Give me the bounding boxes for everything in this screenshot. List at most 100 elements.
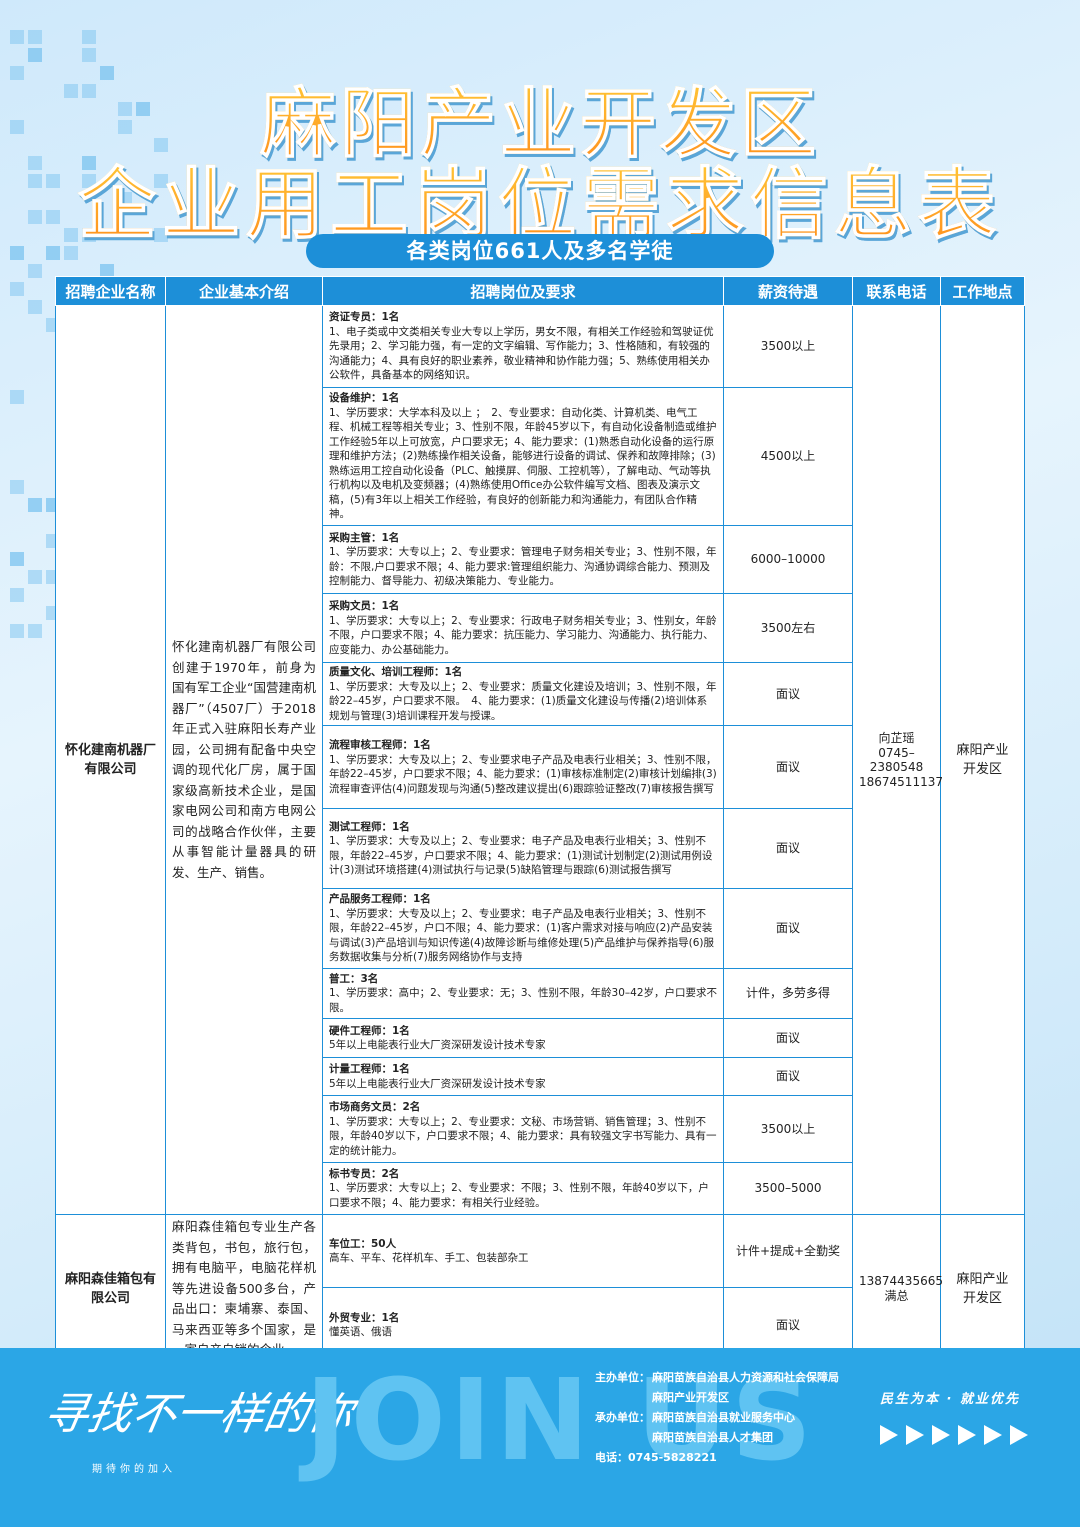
position-requirements: 1、学历要求：大学本科及以上 ； 2、专业要求：自动化类、计算机类、电气工程、机…	[329, 406, 717, 521]
position-cell: 质量文化、培训工程师：1名 1、学历要求：大专及以上；2、专业要求：质量文化建设及…	[322, 662, 724, 726]
decoration-square	[10, 588, 24, 602]
decoration-square	[154, 174, 168, 188]
company-name: 怀化建南机器厂有限公司	[55, 305, 166, 1215]
job-row: 计量工程师：1名 5年以上电能表行业大厂资深研发设计技术专家 面议	[56, 1057, 1025, 1096]
position-title: 硬件工程师：1名	[329, 1024, 410, 1037]
decoration-square	[154, 228, 168, 242]
decoration-square	[10, 552, 24, 566]
organizer-line: 电话：0745-5828221	[595, 1448, 839, 1468]
position-title: 市场商务文员：2名	[329, 1101, 421, 1113]
position-title: 计量工程师：1名	[329, 1063, 410, 1075]
job-row: 采购主管：1名 1、学历要求：大专以上；2、专业要求：管理电子财务相关专业；3、性…	[56, 525, 1025, 594]
organizer-line: 麻阳产业开发区	[595, 1388, 839, 1408]
decoration-square	[10, 120, 24, 134]
decoration-square	[82, 156, 96, 170]
position-cell: 硬件工程师：1名 5年以上电能表行业大厂资深研发设计技术专家	[322, 1018, 724, 1058]
salary: 3500以上	[723, 305, 853, 388]
decoration-square	[28, 30, 42, 44]
job-row: 普工：3名 1、学历要求：高中；2、专业要求：无；3、性别不限，年龄30–42岁，…	[56, 968, 1025, 1019]
job-row: 采购文员：1名 1、学历要求：大专以上；2、专业要求：行政电子财务相关专业；3、性…	[56, 593, 1025, 663]
position-requirements: 5年以上电能表行业大厂资深研发设计技术专家	[329, 1077, 546, 1090]
title: 麻阳产业开发区	[0, 62, 1080, 172]
organizer-value: 麻阳苗族自治县就业服务中心	[652, 1411, 795, 1424]
decoration-square	[64, 246, 78, 260]
salary: 面议	[723, 662, 853, 726]
decoration-square	[10, 282, 24, 296]
subtitle: 各类岗位661人及多名学徒	[306, 234, 774, 268]
decoration-square	[10, 246, 24, 260]
decoration-square	[46, 246, 60, 260]
position-title: 外贸专业：1名	[329, 1311, 400, 1324]
position-cell: 标书专员：2名 1、学历要求：大专以上；2、专业要求：不限；3、性别不限，年龄40…	[322, 1162, 724, 1215]
position-requirements: 高车、平车、花样机车、手工、包装部杂工	[329, 1252, 529, 1265]
organizer-line: 麻阳苗族自治县人才集团	[595, 1428, 839, 1448]
organizer-value: 麻阳产业开发区	[652, 1391, 729, 1404]
job-row: 麻阳森佳箱包有限公司 麻阳森佳箱包专业生产各类背包，书包，旅行包，拥有电脑平，电脑…	[55, 1213, 1025, 1364]
decoration-square	[28, 48, 42, 62]
job-row: 流程审核工程师：1名 1、学历要求：大专及以上；2、专业要求电子产品及电表行业相关…	[56, 725, 1025, 809]
position-cell: 资证专员：1名 1、电子类或中文类相关专业大专以上学历，男女不限，有相关工作经验和…	[322, 305, 724, 388]
position-requirements: 1、学历要求：大专以上；2、专业要求：不限；3、性别不限，年龄40岁以下，户口要…	[329, 1182, 709, 1209]
position-requirements: 1、学历要求：大专及以上；2、专业要求：电子产品及电表行业相关；3、性别不限，年…	[329, 907, 714, 964]
contact-line: 18674511137	[859, 774, 943, 789]
decoration-square	[100, 264, 114, 278]
contact: 13874435665 满总	[852, 1214, 943, 1364]
position-cell: 普工：3名 1、学历要求：高中；2、专业要求：无；3、性别不限，年龄30–42岁，…	[322, 968, 724, 1019]
position-title: 产品服务工程师：1名	[329, 893, 431, 906]
slogan-sub: 期待你的加入	[92, 1464, 176, 1475]
column-header: 联系电话	[852, 276, 941, 306]
decoration-square	[28, 210, 42, 224]
location: 麻阳产业开发区	[940, 1214, 1025, 1364]
position-cell: 流程审核工程师：1名 1、学历要求：大专及以上；2、专业要求电子产品及电表行业相关…	[322, 725, 724, 809]
decoration-square	[46, 174, 60, 188]
job-row: 质量文化、培训工程师：1名 1、学历要求：大专及以上；2、专业要求：质量文化建设及…	[56, 662, 1025, 726]
salary: 3500–5000	[723, 1162, 853, 1215]
position-cell: 设备维护：1名 1、学历要求：大学本科及以上 ； 2、专业要求：自动化类、计算机类…	[322, 387, 724, 526]
decoration-square	[10, 480, 24, 494]
column-header: 工作地点	[940, 276, 1025, 306]
decoration-square	[154, 138, 168, 152]
position-title: 资证专员：1名	[329, 311, 400, 324]
contact: 向芷瑶 0745–2380548 18674511137	[852, 305, 943, 1215]
decoration-square	[28, 264, 42, 278]
organizer-line: 承办单位： 麻阳苗族自治县就业服务中心	[595, 1408, 839, 1428]
salary: 面议	[723, 808, 853, 889]
company-intro: 怀化建南机器厂有限公司创建于1970年，前身为国有军工企业“国营建南机器厂”（4…	[165, 305, 323, 1215]
position-cell: 测试工程师：1名 1、学历要求：大专及以上；2、专业要求：电子产品及电表行业相关；…	[322, 808, 724, 889]
decoration-square	[28, 498, 42, 512]
decoration-square	[10, 624, 24, 638]
organizer-label: 电话：	[595, 1451, 628, 1464]
decoration-square	[64, 84, 78, 98]
position-cell: 采购文员：1名 1、学历要求：大专以上；2、专业要求：行政电子财务相关专业；3、性…	[322, 593, 724, 663]
decoration-square	[136, 102, 150, 116]
job-row: 测试工程师：1名 1、学历要求：大专及以上；2、专业要求：电子产品及电表行业相关；…	[56, 808, 1025, 889]
job-row: 设备维护：1名 1、学历要求：大学本科及以上 ； 2、专业要求：自动化类、计算机类…	[56, 387, 1025, 526]
position-cell: 采购主管：1名 1、学历要求：大专以上；2、专业要求：管理电子财务相关专业；3、性…	[322, 525, 724, 594]
decoration-square	[82, 174, 96, 188]
decoration-square	[28, 156, 42, 170]
contact-line: 13874435665	[859, 1274, 943, 1289]
position-requirements: 1、电子类或中文类相关专业大专以上学历，男女不限，有相关工作经验和驾驶证优先录用…	[329, 325, 714, 382]
salary: 3500左右	[723, 593, 853, 663]
organizer-value: 麻阳苗族自治县人才集团	[652, 1431, 773, 1444]
position-title: 采购文员：1名	[329, 600, 400, 612]
jobs-table: 招聘企业名称 企业基本介绍 招聘岗位及要求 薪资待遇 联系电话 工作地点 怀化建南机器厂有…	[55, 276, 1025, 1364]
salary: 面议	[723, 725, 853, 809]
position-requirements: 1、学历要求：大专及以上；2、专业要求：质量文化建设及培训；3、性别不限，年龄2…	[329, 680, 717, 722]
contact-line: 向芷瑶	[878, 731, 915, 745]
position-title: 设备维护：1名	[329, 392, 400, 405]
organizer-line: 主办单位： 麻阳苗族自治县人力资源和社会保障局	[595, 1368, 839, 1388]
salary: 4500以上	[723, 387, 853, 526]
decoration-square	[10, 30, 24, 44]
position-requirements: 懂英语、俄语	[329, 1326, 392, 1339]
decoration-square	[46, 210, 60, 224]
position-title: 测试工程师：1名	[329, 820, 410, 833]
position-requirements: 1、学历要求：大专以上；2、专业要求：行政电子财务相关专业；3、性别女，年龄不限…	[329, 614, 717, 656]
decoration-square	[82, 84, 96, 98]
position-requirements: 1、学历要求：高中；2、专业要求：无；3、性别不限，年龄30–42岁，户口要求不…	[329, 987, 718, 1014]
footer: 寻找不一样的你 期待你的加入 JOIN US 主办单位： 麻阳苗族自治县人力资源和…	[0, 1348, 1080, 1527]
organizer-value: 麻阳苗族自治县人力资源和社会保障局	[652, 1371, 839, 1384]
organizer-label: 主办单位：	[595, 1371, 650, 1384]
decoration-square	[82, 48, 96, 62]
